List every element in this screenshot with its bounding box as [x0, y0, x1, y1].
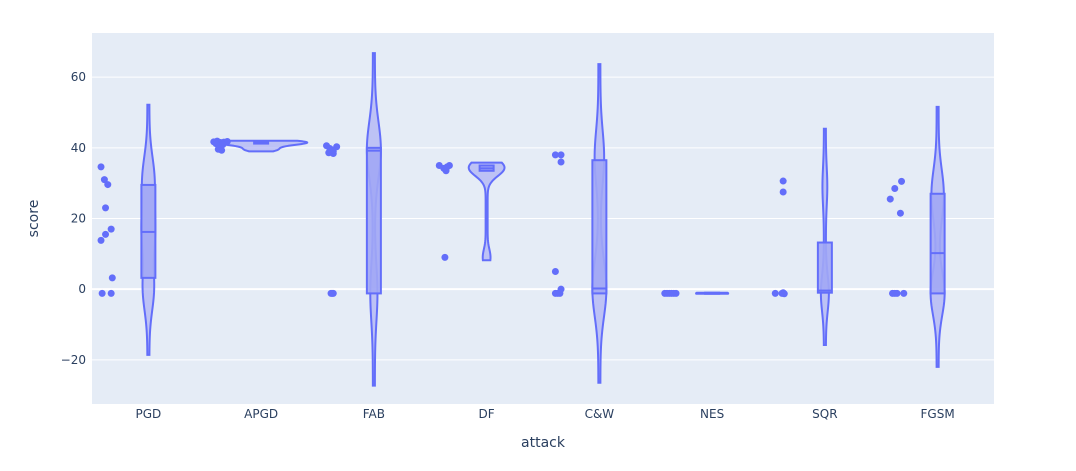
data-point: [557, 158, 565, 166]
data-point: [893, 289, 901, 297]
x-tick-label: SQR: [812, 407, 837, 421]
data-point: [102, 230, 110, 238]
data-point: [771, 289, 779, 297]
data-point: [102, 204, 110, 212]
data-point: [886, 195, 894, 203]
violin-body: [467, 161, 506, 262]
x-tick-labels: PGD APGD FAB DF C&W NES SQR FGSM: [135, 407, 954, 421]
violins: [140, 52, 946, 387]
data-point: [98, 289, 106, 297]
x-tick-label: PGD: [135, 407, 161, 421]
y-tick-label: −20: [61, 353, 86, 367]
y-tick-label: 60: [71, 70, 86, 84]
data-point: [557, 285, 565, 293]
x-tick-label: DF: [479, 407, 495, 421]
data-point: [896, 209, 904, 217]
data-point: [557, 151, 565, 159]
data-point: [100, 176, 108, 184]
x-axis-title: attack: [521, 435, 566, 451]
data-point: [328, 146, 336, 154]
y-tick-label: 0: [78, 282, 86, 296]
data-point: [108, 274, 116, 282]
data-point: [551, 151, 559, 159]
data-point: [97, 163, 105, 171]
data-point: [443, 163, 451, 171]
data-point: [327, 289, 335, 297]
data-point: [219, 141, 227, 149]
data-point: [97, 236, 105, 244]
data-point: [107, 225, 115, 233]
x-tick-label: NES: [700, 407, 724, 421]
data-point: [104, 181, 112, 189]
x-tick-label: FAB: [363, 407, 385, 421]
data-point: [107, 289, 115, 297]
violin-box: [816, 241, 833, 294]
data-point: [780, 290, 788, 298]
data-point: [779, 177, 787, 185]
data-point: [891, 184, 899, 192]
y-axis-title: score: [26, 200, 42, 238]
x-tick-label: APGD: [244, 407, 278, 421]
violin-box: [365, 146, 382, 295]
violin-box: [591, 159, 608, 295]
data-point: [214, 145, 222, 153]
violin-box: [929, 192, 946, 295]
x-tick-label: C&W: [585, 407, 615, 421]
y-tick-labels: −20 0 20 40 60: [61, 70, 86, 367]
x-tick-label: FGSM: [921, 407, 955, 421]
y-tick-label: 20: [71, 212, 86, 226]
y-tick-label: 40: [71, 141, 86, 155]
data-point: [779, 188, 787, 196]
data-point: [898, 177, 906, 185]
data-points: [97, 137, 908, 298]
data-point: [551, 268, 559, 275]
data-point: [900, 289, 908, 297]
data-point: [441, 253, 449, 261]
data-point: [672, 289, 680, 297]
